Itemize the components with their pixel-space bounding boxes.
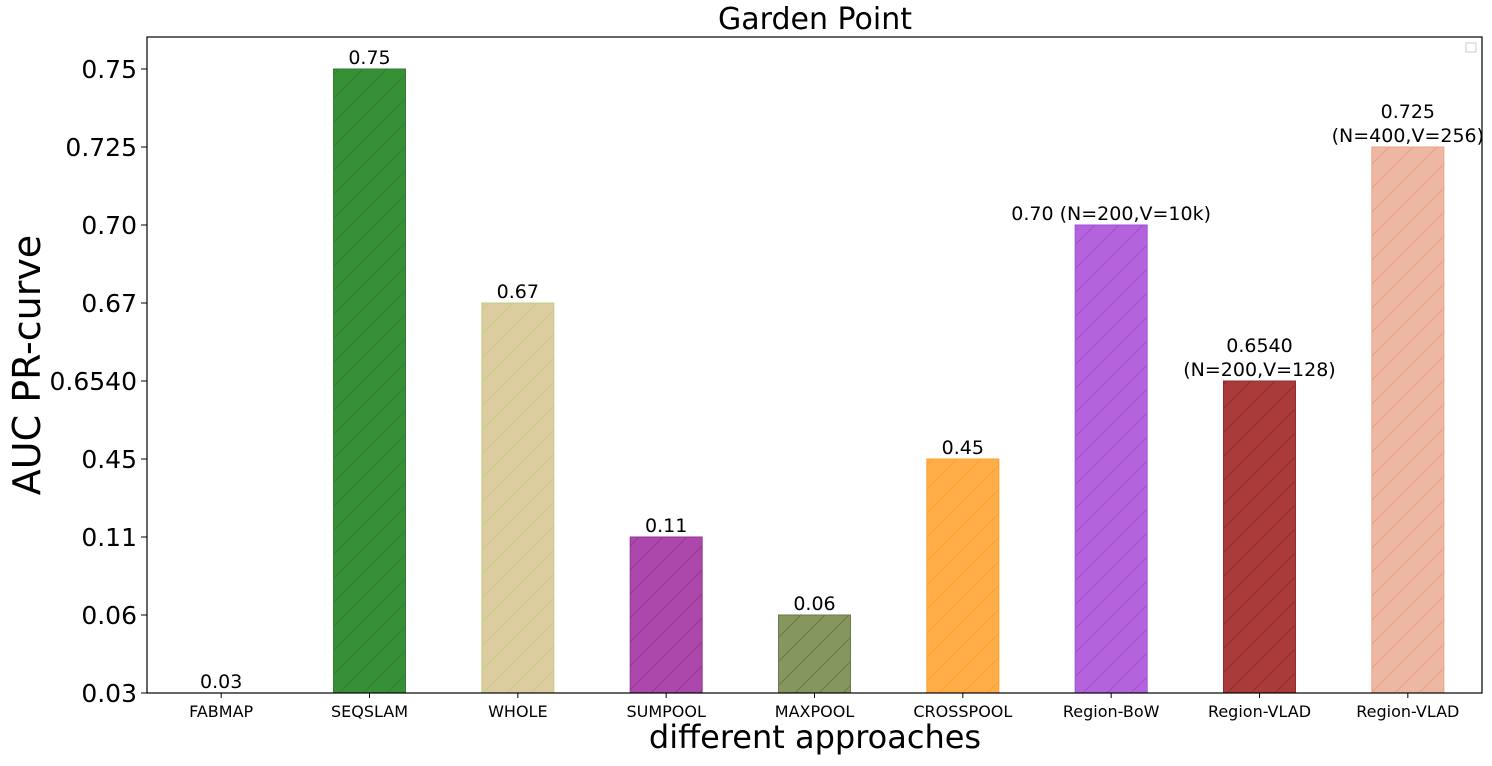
y-tick-label: 0.11 [81, 523, 137, 552]
x-tick-label: Region-BoW [1063, 702, 1160, 721]
data-label: 0.06 [793, 593, 835, 615]
data-label: 0.725 [1381, 101, 1435, 123]
y-ticks: 0.03 0.06 0.11 0.45 0.6540 0.67 0.70 0.725 0.75 [50, 55, 147, 708]
y-tick-label: 0.70 [81, 211, 137, 240]
y-tick-label: 0.67 [81, 289, 137, 318]
data-label: 0.75 [348, 47, 390, 69]
data-label: 0.45 [942, 437, 984, 459]
x-tick-label: MAXPOOL [775, 702, 855, 721]
data-label: 0.6540 [1226, 335, 1292, 357]
data-label: 0.70 (N=200,V=10k) [1011, 203, 1211, 225]
y-tick-label: 0.725 [65, 133, 137, 162]
x-tick-label: CROSSPOOL [913, 702, 1012, 721]
x-tick-label: Region-VLAD [1356, 702, 1459, 721]
x-axis-label: different approaches [649, 718, 981, 756]
plot-frame [146, 36, 1483, 694]
x-tick-label: FABMAP [189, 702, 253, 721]
bar-seqslam-1 [333, 68, 406, 694]
bar-region-vlad-7 [1223, 380, 1296, 694]
chart-title: Garden Point [718, 2, 912, 37]
bar-whole-2 [481, 302, 555, 694]
data-label: 0.11 [645, 515, 687, 537]
legend-box [1465, 42, 1477, 53]
bar-region-vlad-8 [1371, 146, 1445, 694]
y-tick-label: 0.6540 [50, 367, 137, 396]
x-ticks: FABMAP SEQSLAM WHOLE SUMPOOL MAXPOOL CROSSPOO… [189, 693, 1459, 721]
data-label: (N=200,V=128) [1183, 359, 1335, 381]
bar-region-bow-6 [1074, 224, 1148, 694]
data-label: (N=400,V=256) [1332, 125, 1484, 147]
data-label: 0.67 [497, 281, 539, 303]
y-tick-label: 0.75 [81, 55, 137, 84]
x-tick-label: SUMPOOL [626, 702, 706, 721]
y-tick-label: 0.45 [81, 445, 137, 474]
x-tick-label: SEQSLAM [331, 702, 408, 721]
x-tick-label: Region-VLAD [1208, 702, 1311, 721]
y-tick-label: 0.06 [81, 601, 137, 630]
bar-crosspool-5 [926, 458, 1000, 694]
data-label: 0.03 [200, 671, 242, 693]
x-tick-label: WHOLE [488, 702, 547, 721]
bar-sumpool-3 [629, 536, 703, 694]
data-labels: 0.03 0.75 0.67 0.11 0.06 0.45 0.70 (N=200,V=10… [200, 47, 1484, 693]
y-tick-label: 0.03 [81, 679, 137, 708]
bars [333, 68, 1445, 694]
bar-maxpool-4 [778, 614, 851, 694]
y-axis-label: AUC PR-curve [5, 235, 49, 495]
